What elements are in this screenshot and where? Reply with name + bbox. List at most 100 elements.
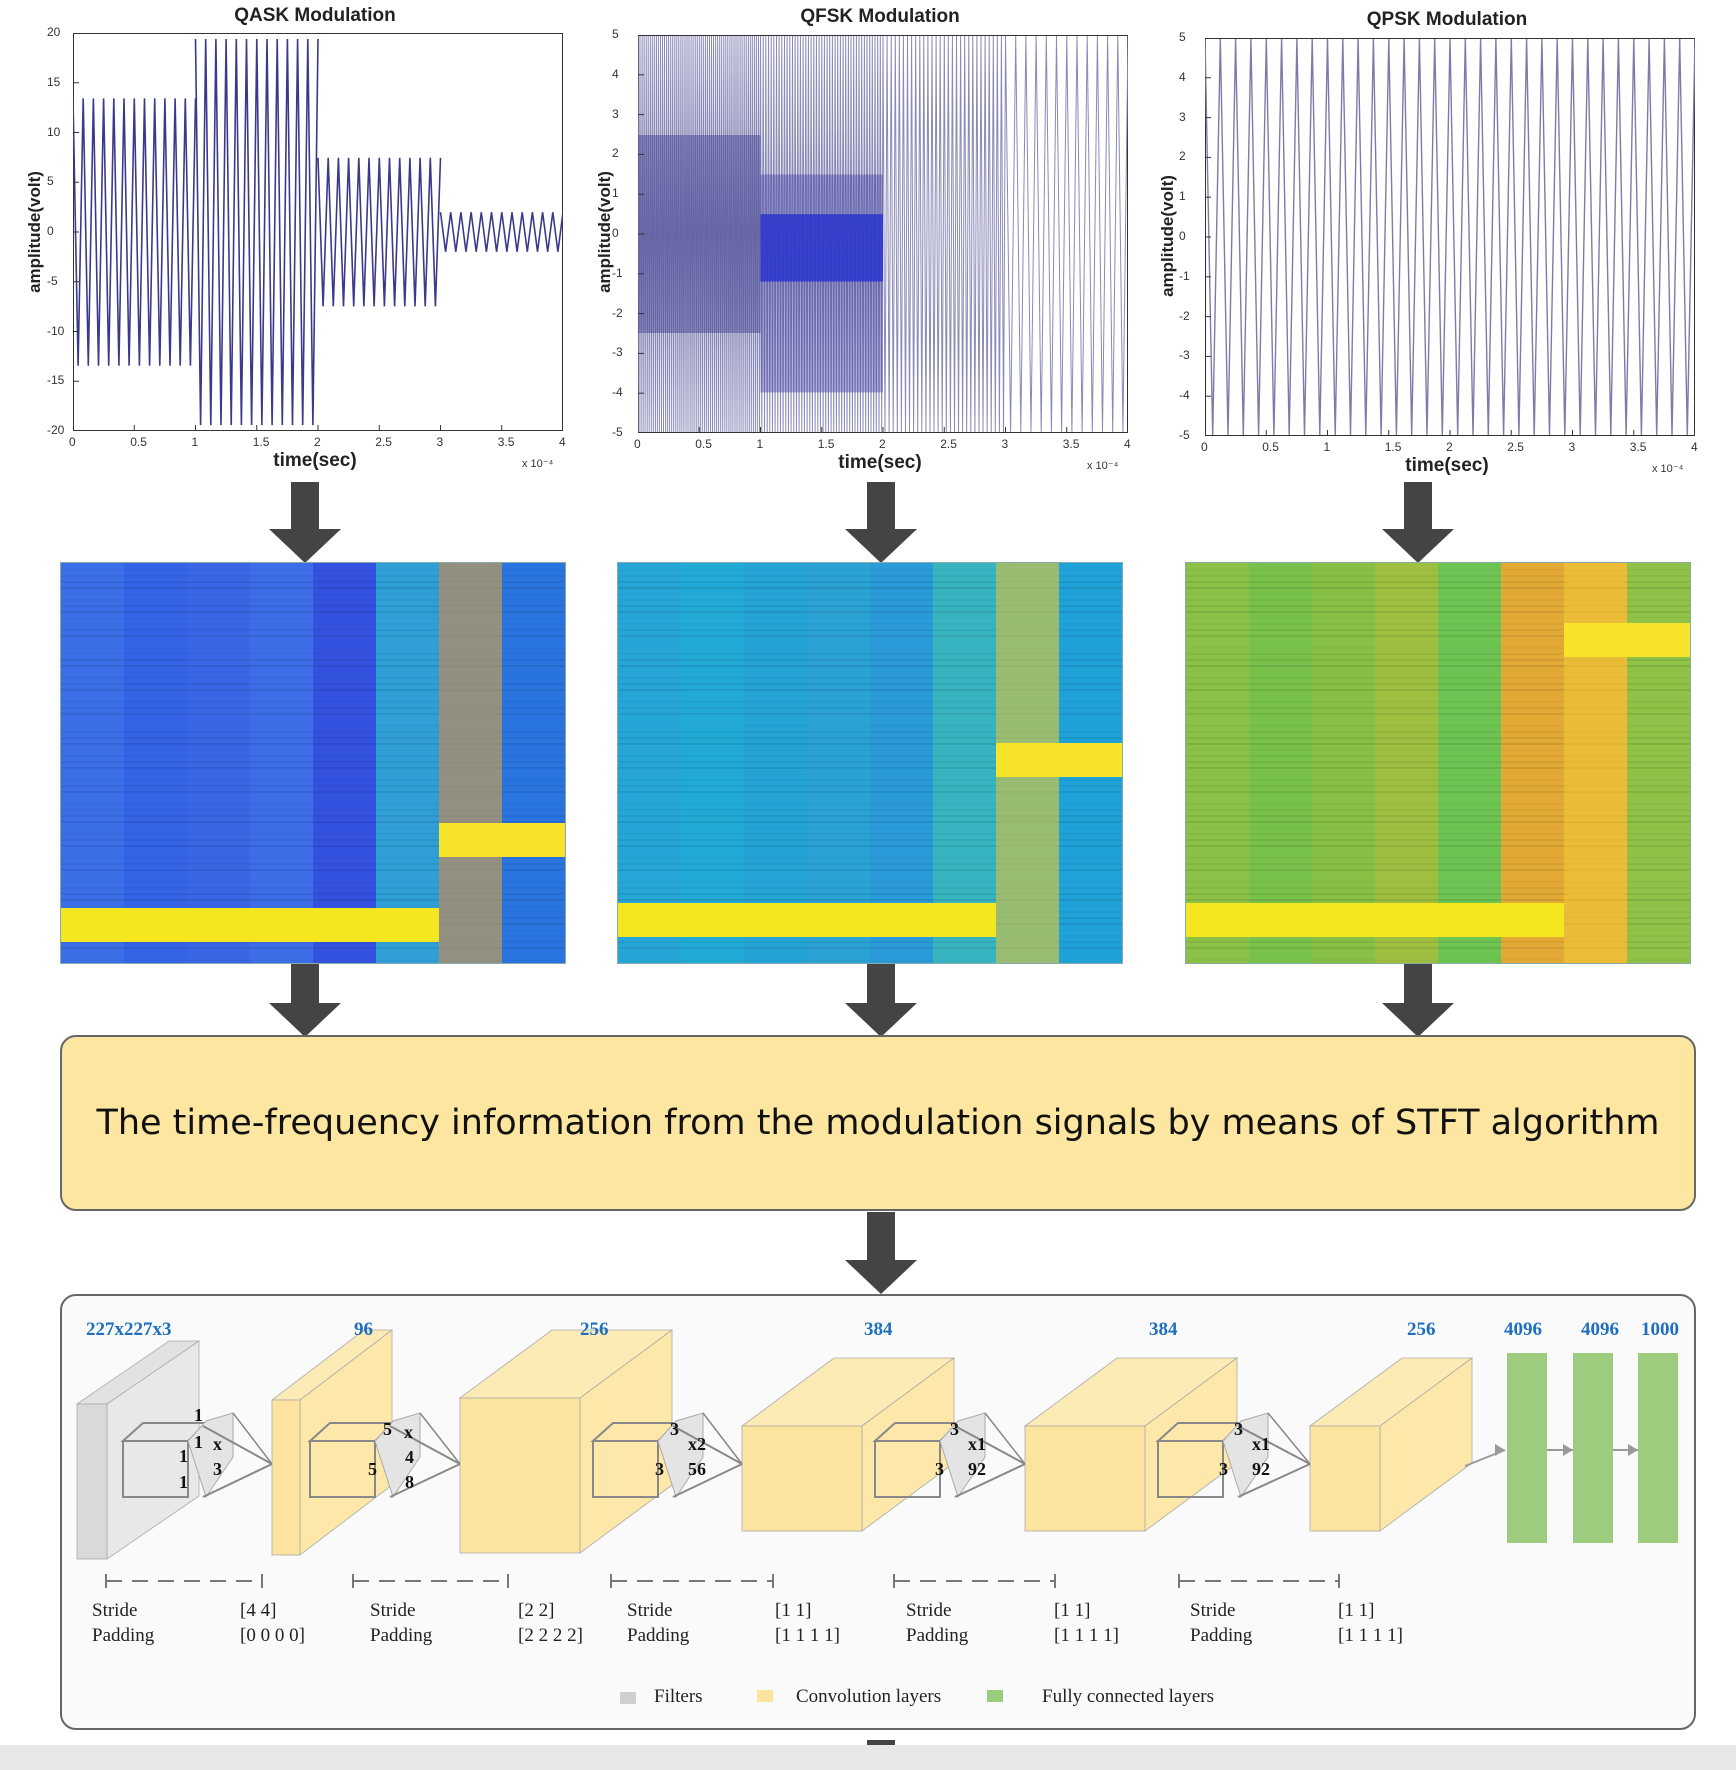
spectrogram-stripe <box>618 893 1122 895</box>
spectrogram-stripe <box>61 575 565 577</box>
y-tick-label: 2 <box>612 146 619 161</box>
y-tick-label: -1 <box>1179 268 1190 283</box>
spectrogram-column <box>250 563 314 963</box>
spectrogram-stripe <box>1186 689 1690 691</box>
arrowhead-icon <box>1495 1444 1505 1456</box>
plot-area <box>638 35 1128 433</box>
kernel-label: 1 <box>179 1446 188 1466</box>
spectrogram-stripe <box>618 743 1122 745</box>
spectrogram-band <box>61 908 439 942</box>
legend-swatch-conv <box>757 1690 773 1702</box>
stride-label: Stride <box>1190 1600 1236 1621</box>
spectrogram-stripe <box>618 587 1122 589</box>
padding-value: [0 0 0 0] <box>240 1625 305 1646</box>
x-tick-label: 2 <box>1446 440 1453 454</box>
padding-label: Padding <box>627 1625 690 1646</box>
spectrogram-stripe <box>61 887 565 889</box>
y-tick-label: 4 <box>1179 69 1186 84</box>
y-tick-label: 15 <box>47 74 61 89</box>
filter-line <box>702 1412 743 1465</box>
filter-outline <box>122 1440 189 1498</box>
padding-label: Padding <box>92 1625 155 1646</box>
layer-size-fc2: 4096 <box>1581 1319 1619 1340</box>
kernel-label: 3 <box>655 1459 664 1479</box>
stft-description-text: The time-frequency information from the … <box>96 1103 1660 1143</box>
y-tick-label: -5 <box>1179 428 1190 442</box>
spectrogram-column <box>618 563 682 963</box>
spectrogram-stripe <box>1186 581 1690 583</box>
spectrogram-stripe <box>61 665 565 667</box>
y-tick-label: -4 <box>1179 388 1190 403</box>
spectrogram-column <box>1501 563 1565 963</box>
x-tick-label: 0 <box>1201 440 1208 454</box>
y-tick-label: -20 <box>47 423 65 437</box>
kernel-label: 3 <box>950 1419 959 1439</box>
x-exponent: x 10⁻⁴ <box>1652 463 1684 475</box>
arrow-down-icon <box>1382 482 1454 563</box>
x-axis-label: time(sec) <box>838 452 922 473</box>
spectrogram-column <box>61 563 125 963</box>
kernel-label: 1 <box>194 1432 203 1452</box>
padding-label: Padding <box>906 1625 969 1646</box>
spectrogram-stripe <box>1186 707 1690 709</box>
spectrogram-stripe <box>61 731 565 733</box>
x-tick-label: 0.5 <box>695 437 712 451</box>
kernel-label: x2 <box>688 1434 706 1454</box>
filter-line <box>1267 1412 1311 1465</box>
spectrogram-band <box>618 903 996 937</box>
spectrogram-stripe <box>618 941 1122 943</box>
kernel-label: 1 <box>179 1472 188 1492</box>
arrowhead-icon <box>1628 1444 1638 1456</box>
y-tick-label: -3 <box>612 345 623 360</box>
x-exponent: x 10⁻⁴ <box>1087 460 1119 472</box>
plot-frame <box>1205 38 1695 436</box>
spectrogram-stripe <box>1186 761 1690 763</box>
spectrogram-stripe <box>618 635 1122 637</box>
kernel-label: 3 <box>213 1459 222 1479</box>
spectrogram-column <box>681 563 745 963</box>
spectrogram-stripe <box>61 737 565 739</box>
filter-line <box>389 1425 461 1465</box>
layer-size-fc3: 1000 <box>1641 1319 1679 1340</box>
spectrogram-stripe <box>61 761 565 763</box>
spectrogram-stripe <box>618 845 1122 847</box>
filter-kernel <box>1222 1412 1269 1499</box>
layer-size-conv4: 384 <box>1149 1319 1178 1340</box>
input-layer <box>76 1403 108 1560</box>
conv-layer <box>1309 1425 1381 1532</box>
filter-outline <box>309 1440 376 1498</box>
filter-kernel <box>939 1412 986 1499</box>
spectrogram-stripe <box>618 821 1122 823</box>
filter-outline <box>874 1440 941 1498</box>
spectrogram-band <box>439 823 565 857</box>
filter-kernel <box>374 1412 421 1499</box>
spectrogram-stripe <box>618 713 1122 715</box>
spectrogram-stripe <box>61 767 565 769</box>
spectrogram-qask <box>60 562 566 964</box>
spectrogram-stripe <box>61 683 565 685</box>
y-tick-label: 20 <box>47 25 61 39</box>
x-tick-label: 2 <box>314 435 321 449</box>
spectrogram-stripe <box>618 659 1122 661</box>
y-tick-label: 4 <box>612 66 619 81</box>
spectrogram-stripe <box>1186 767 1690 769</box>
spectrogram-stripe <box>61 743 565 745</box>
filter-line <box>984 1412 1026 1465</box>
stride-value: [2 2] <box>518 1600 555 1621</box>
spectrogram-stripe <box>1186 629 1690 631</box>
spectrogram-stripe <box>618 737 1122 739</box>
x-tick-label: 4 <box>559 435 566 449</box>
signal-trace <box>1205 38 1695 436</box>
kernel-label: 1 <box>194 1405 203 1425</box>
spectrogram-stripe <box>61 635 565 637</box>
y-tick-label: 0 <box>612 226 619 240</box>
x-tick-label: 2 <box>879 437 886 451</box>
y-tick-label: -5 <box>47 273 58 288</box>
spectrogram-stripe <box>1186 887 1690 889</box>
spectrogram-stripe <box>618 653 1122 655</box>
spectrogram-stripe <box>618 761 1122 763</box>
spectrogram-stripe <box>1186 839 1690 841</box>
spectrogram-column <box>124 563 188 963</box>
spectrogram-band <box>1564 623 1690 657</box>
kernel-label: 3 <box>1234 1419 1243 1439</box>
